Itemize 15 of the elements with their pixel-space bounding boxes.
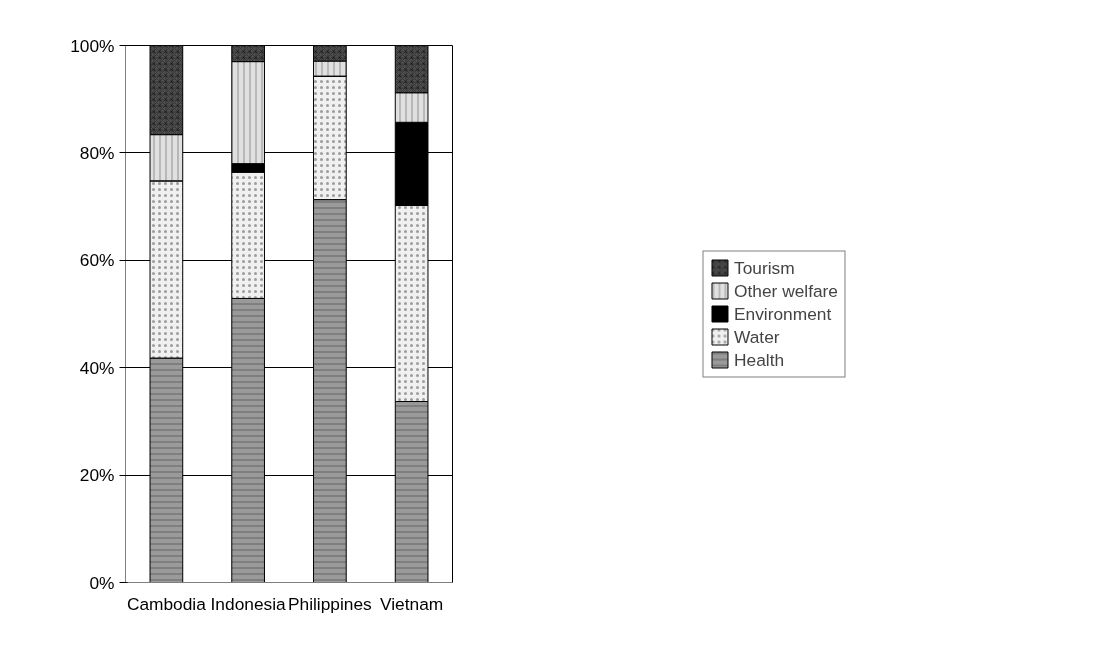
y-tick-label: 40% (79, 357, 115, 378)
x-tick-label: Indonesia (210, 593, 287, 614)
legend-label: Water (733, 326, 780, 347)
y-tick-label: 20% (79, 465, 115, 486)
y-tick-label: 80% (79, 142, 115, 163)
legend-label: Tourism (733, 257, 795, 278)
x-tick-label: Philippines (287, 593, 373, 614)
x-tick-label: Cambodia (126, 593, 207, 614)
x-tick-label: Vietnam (380, 593, 444, 614)
y-tick-label: 100% (70, 35, 115, 56)
legend-label: Health (733, 349, 785, 370)
legend-label: Environment (733, 303, 832, 324)
y-tick-label: 0% (89, 572, 115, 593)
legend-label: Other welfare (733, 280, 839, 301)
y-tick-label: 60% (79, 250, 115, 271)
